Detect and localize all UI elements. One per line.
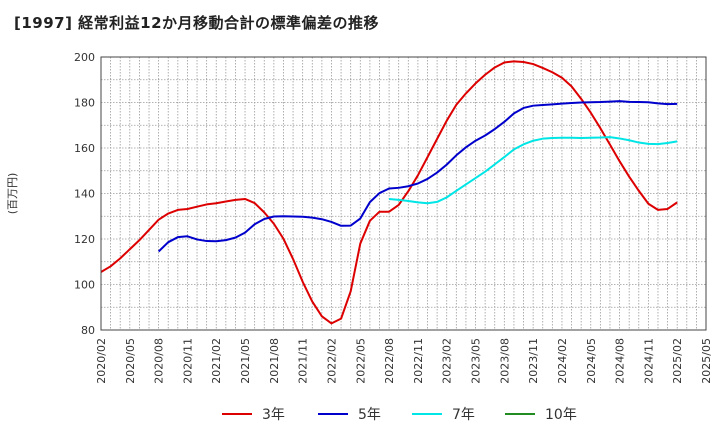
x-tick-label: 2023/11 (527, 338, 540, 384)
x-tick-label: 2022/02 (325, 338, 338, 384)
x-tick-label: 2022/05 (354, 338, 367, 384)
x-tick-label: 2025/05 (700, 338, 713, 384)
y-axis-label: (百万円) (6, 173, 19, 215)
x-tick-label: 2021/02 (210, 338, 223, 384)
legend-label-0: 3年 (262, 407, 285, 423)
x-tick-label: 2023/02 (441, 338, 454, 384)
series-layer (100, 60, 678, 325)
y-tick-label: 120 (74, 233, 95, 246)
series-line-0 (100, 60, 678, 325)
y-tick-label: 160 (74, 142, 95, 155)
series-line-1 (157, 100, 678, 253)
y-tick-label: 180 (74, 97, 95, 110)
x-tick-label: 2020/05 (124, 338, 137, 384)
x-tick-label: 2021/05 (239, 338, 252, 384)
x-tick-label: 2020/11 (181, 338, 194, 384)
series-line-2 (389, 136, 678, 205)
x-tick-label: 2020/08 (153, 338, 166, 384)
legend-label-3: 10年 (545, 407, 577, 423)
x-tick-label: 2024/11 (642, 338, 655, 384)
grid-layer (100, 56, 707, 331)
x-tick-label: 2021/08 (268, 338, 281, 384)
x-tick-label: 2022/08 (383, 338, 396, 384)
x-tick-label: 2024/05 (585, 338, 598, 384)
x-tick-label: 2022/11 (412, 338, 425, 384)
x-tick-label: 2021/11 (297, 338, 310, 384)
legend: 3年 5年 7年 10年 (222, 407, 577, 423)
y-tick-label: 100 (74, 279, 95, 292)
y-tick-label: 140 (74, 188, 95, 201)
axis-layer: 80 100 120 140 160 180 200 2020/02 2020/05 2020/0… (74, 51, 713, 384)
legend-label-2: 7年 (452, 407, 475, 423)
x-tick-label: 2023/05 (470, 338, 483, 384)
x-tick-label: 2024/08 (614, 338, 627, 384)
chart-title: [1997] 経常利益12か月移動合計の標準偏差の推移 (14, 14, 380, 32)
y-tick-label: 80 (81, 324, 95, 337)
x-tick-label: 2020/02 (95, 338, 108, 384)
legend-label-1: 5年 (358, 407, 381, 423)
x-tick-label: 2024/02 (556, 338, 569, 384)
x-tick-label: 2025/02 (671, 338, 684, 384)
x-tick-label: 2023/08 (498, 338, 511, 384)
plot-frame (100, 56, 707, 331)
y-tick-label: 200 (74, 51, 95, 64)
